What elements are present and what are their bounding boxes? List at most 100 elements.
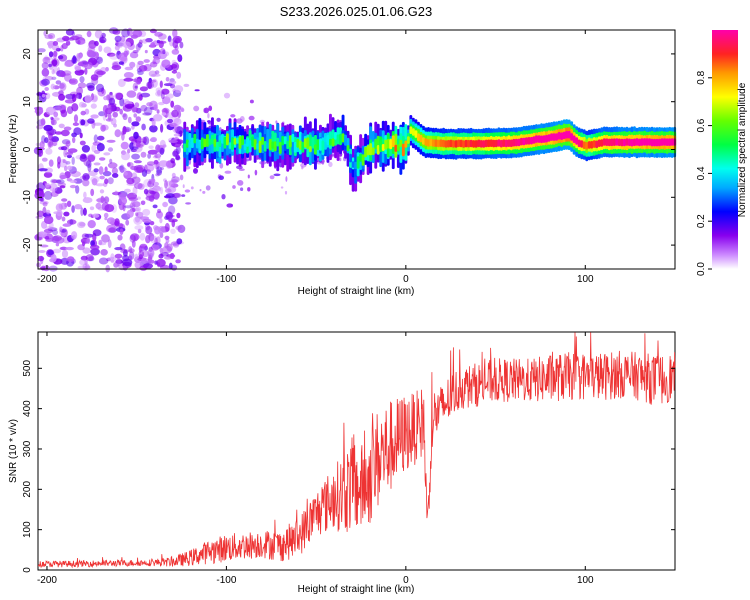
spectrogram-noise-blob	[108, 227, 116, 233]
spectrogram-noise-blob	[44, 57, 54, 60]
spectrogram-noise-blob	[60, 129, 70, 137]
spectrogram-noise-blob	[150, 178, 155, 185]
spectrogram-noise-blob	[127, 116, 132, 124]
spectrogram-noise-blob	[118, 61, 124, 65]
spectrogram-scatter-blob	[236, 118, 243, 124]
spectrogram-ridge-cell	[198, 141, 202, 151]
spectrogram-noise-blob	[97, 135, 105, 141]
spectrogram-scatter-blob	[284, 190, 288, 195]
spectrogram-ridge-cell	[253, 139, 257, 150]
spectrogram-ridge-cell	[494, 139, 498, 148]
spectrogram-noise-blob	[125, 128, 130, 132]
spectrogram-noise-blob	[39, 244, 49, 248]
spectrogram-noise-blob	[156, 258, 166, 267]
spectrogram-scatter-blob	[275, 120, 278, 124]
spectrogram-noise-blob	[137, 60, 144, 66]
spectrogram-noise-blob	[122, 125, 127, 135]
spectrogram-noise-blob	[41, 94, 46, 98]
spectrogram-noise-blob	[87, 85, 95, 92]
spectrogram-noise-blob	[146, 161, 156, 166]
spectrogram-noise-blob	[173, 85, 184, 94]
spectrogram-noise-blob	[176, 212, 181, 219]
spectrogram-noise-blob	[158, 101, 165, 106]
spectrogram-noise-blob	[164, 180, 168, 189]
spectrogram-noise-blob	[36, 182, 46, 191]
spectrogram-scatter-blob	[223, 92, 231, 99]
spectrogram-noise-blob	[73, 114, 79, 123]
spectrogram-noise-blob	[127, 148, 131, 154]
spectrogram-scatter-blob	[254, 169, 258, 176]
spectrogram-ridge-cell	[457, 139, 461, 148]
spectrogram-noise-blob	[124, 188, 131, 193]
spectrogram-scatter-blob	[199, 189, 202, 192]
spectrogram-noise-blob	[89, 244, 100, 250]
spectrogram-noise-blob	[169, 122, 177, 127]
spectrogram-ridge-cell	[565, 130, 569, 139]
spectrogram-noise-blob	[141, 169, 148, 177]
spectrogram-noise-blob	[142, 208, 151, 216]
spectrogram-noise-blob	[114, 129, 122, 138]
spectrogram-noise-blob	[124, 103, 135, 109]
spectrogram-noise-blob	[170, 228, 176, 234]
spectrogram-noise-blob	[111, 167, 118, 175]
spectrogram-noise-blob	[128, 246, 133, 253]
spectrogram-ridge-cell	[623, 138, 626, 147]
spectrogram-noise-blob	[74, 66, 82, 71]
spectrogram-noise-blob	[176, 238, 183, 245]
spectrogram-noise-blob	[100, 124, 106, 132]
spectrogram-noise-blob	[64, 99, 75, 104]
spectrogram-noise-blob	[96, 83, 104, 93]
spectrogram-ridge-cell	[555, 133, 558, 141]
spectrogram-noise-blob	[151, 244, 160, 251]
spectrogram-noise-blob	[87, 154, 96, 162]
spectrogram-noise-blob	[60, 232, 65, 238]
spectrogram-noise-blob	[124, 171, 128, 176]
spectrogram-noise-blob	[42, 202, 48, 207]
spectrogram-noise-blob	[43, 55, 50, 63]
spectrogram-ridge-cell	[585, 142, 589, 150]
spectrogram-noise-blob	[71, 56, 78, 64]
spectrogram-scatter-blob	[208, 105, 213, 112]
spectrogram-ridge-cell	[376, 145, 380, 155]
spectrogram-noise-blob	[96, 56, 103, 64]
spectrogram-ridge-cell	[354, 161, 358, 170]
spectrogram-scatter-blob	[216, 117, 221, 122]
spectrogram-noise-blob	[65, 93, 76, 100]
spectrogram-scatter-blob	[285, 176, 288, 182]
spectrogram-noise-blob	[50, 116, 54, 120]
spectrogram-ridge-cell	[477, 139, 481, 148]
spectrogram-noise-blob	[148, 79, 157, 83]
spectrogram-ridge-cell	[507, 139, 511, 147]
spectrogram-noise-blob	[145, 81, 155, 89]
spectrogram-scatter-blob	[247, 187, 251, 192]
spectrogram-noise-blob	[69, 179, 78, 184]
spectrogram-noise-blob	[146, 102, 153, 107]
spectrogram-ridge-cell	[530, 136, 533, 145]
spectrogram-ridge-cell	[580, 140, 584, 148]
spectrogram-ridge-cell	[384, 139, 388, 150]
spectrogram-ridge-cell	[291, 138, 295, 153]
spectrogram-noise-blob	[119, 167, 127, 173]
spectrogram-ridge-cell	[643, 138, 646, 146]
spectrogram-noise-blob	[149, 235, 158, 244]
spectrogram-noise-blob	[94, 29, 103, 39]
spectrogram-noise-blob	[44, 236, 50, 240]
spectrogram-noise-blob	[86, 49, 94, 58]
spectrogram-noise-blob	[107, 256, 117, 262]
spectrogram-noise-blob	[139, 243, 148, 249]
spectrogram-ridge-cell	[238, 136, 242, 149]
spectrogram-ridge-cell	[361, 154, 365, 166]
spectrogram-noise-blob	[129, 251, 135, 260]
y-tick-label: 300	[22, 440, 33, 457]
spectrogram-noise-blob	[170, 100, 175, 108]
spectrogram-noise-blob	[135, 206, 142, 212]
spectrogram-noise-blob	[64, 202, 68, 208]
spectrogram-noise-blob	[168, 180, 175, 188]
spectrogram-noise-blob	[156, 236, 161, 245]
spectrogram-noise-blob	[134, 253, 139, 260]
spectrogram-noise-blob	[41, 265, 46, 271]
spectrogram-ridge-cell	[595, 140, 599, 149]
spectrogram-noise-blob	[93, 168, 99, 173]
spectrogram-ridge-cell	[248, 140, 252, 153]
spectrogram-noise-blob	[57, 55, 64, 60]
